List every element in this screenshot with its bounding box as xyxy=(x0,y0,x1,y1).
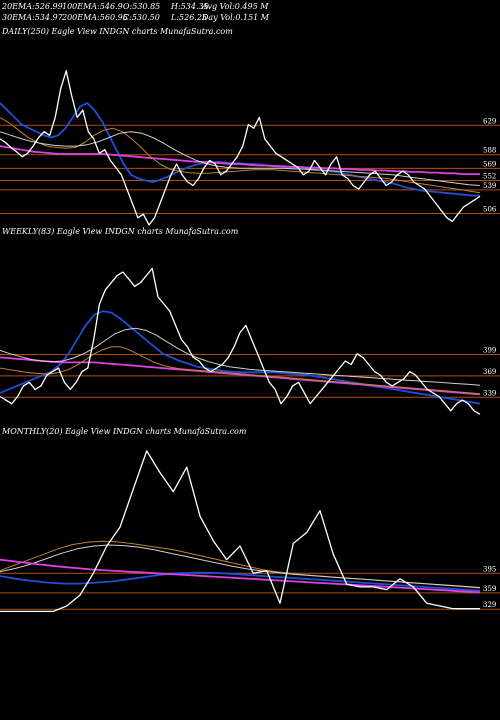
monthly-chart: 395 359 329 xyxy=(0,450,500,613)
monthly-panel-title: MONTHLY(20) Eagle View INDGN charts Muna… xyxy=(2,427,247,436)
ema-line-0 xyxy=(0,571,481,592)
level-label-588: 588 xyxy=(483,147,496,155)
ema100-readout: 100EMA:546.9 xyxy=(62,2,123,11)
weekly-panel-title: WEEKLY(83) Eagle View INDGN charts Munaf… xyxy=(2,227,239,236)
ema20-readout: 20EMA:526.99 xyxy=(2,2,63,11)
ema-line-2 xyxy=(0,346,481,395)
avg-vol-readout: Avg Vol:0.495 M xyxy=(202,2,269,11)
ema200-readout: 200EMA:560.95 xyxy=(62,13,128,22)
ema-line-3 xyxy=(0,131,481,186)
close-readout: C:530.50 xyxy=(123,13,160,22)
level-label-359: 359 xyxy=(483,585,496,593)
ema-line-3 xyxy=(0,327,481,386)
level-label-629: 629 xyxy=(483,117,496,125)
ema-line-3 xyxy=(0,558,481,594)
price-line xyxy=(0,267,481,415)
ema30-readout: 30EMA:534.97 xyxy=(2,13,63,22)
open-readout: O:530.85 xyxy=(123,2,161,11)
level-label-339: 339 xyxy=(483,389,496,397)
level-label-569: 569 xyxy=(483,160,496,168)
level-label-369: 369 xyxy=(483,368,496,376)
level-label-506: 506 xyxy=(483,206,497,214)
high-readout: H:534.35 xyxy=(171,2,209,11)
ema-line-2 xyxy=(0,116,481,194)
level-label-329: 329 xyxy=(483,601,496,609)
daily-panel-title: DAILY(250) Eagle View INDGN charts Munaf… xyxy=(2,27,233,36)
day-vol-readout: Day Vol:0.151 M xyxy=(202,13,269,22)
price-line xyxy=(0,450,480,613)
ema-line-2 xyxy=(0,544,481,588)
ema-line-1 xyxy=(0,356,481,396)
low-readout: L:526.25 xyxy=(171,13,208,22)
ema-line-1 xyxy=(0,540,481,589)
ema-line-0 xyxy=(0,310,481,405)
price-line xyxy=(0,70,481,226)
level-label-552: 552 xyxy=(483,173,496,181)
weekly-chart: 399 369 339 xyxy=(0,267,500,415)
level-label-395: 395 xyxy=(483,565,496,573)
ema-line-1 xyxy=(0,145,480,176)
level-label-539: 539 xyxy=(483,182,496,190)
level-label-399: 399 xyxy=(483,347,496,355)
